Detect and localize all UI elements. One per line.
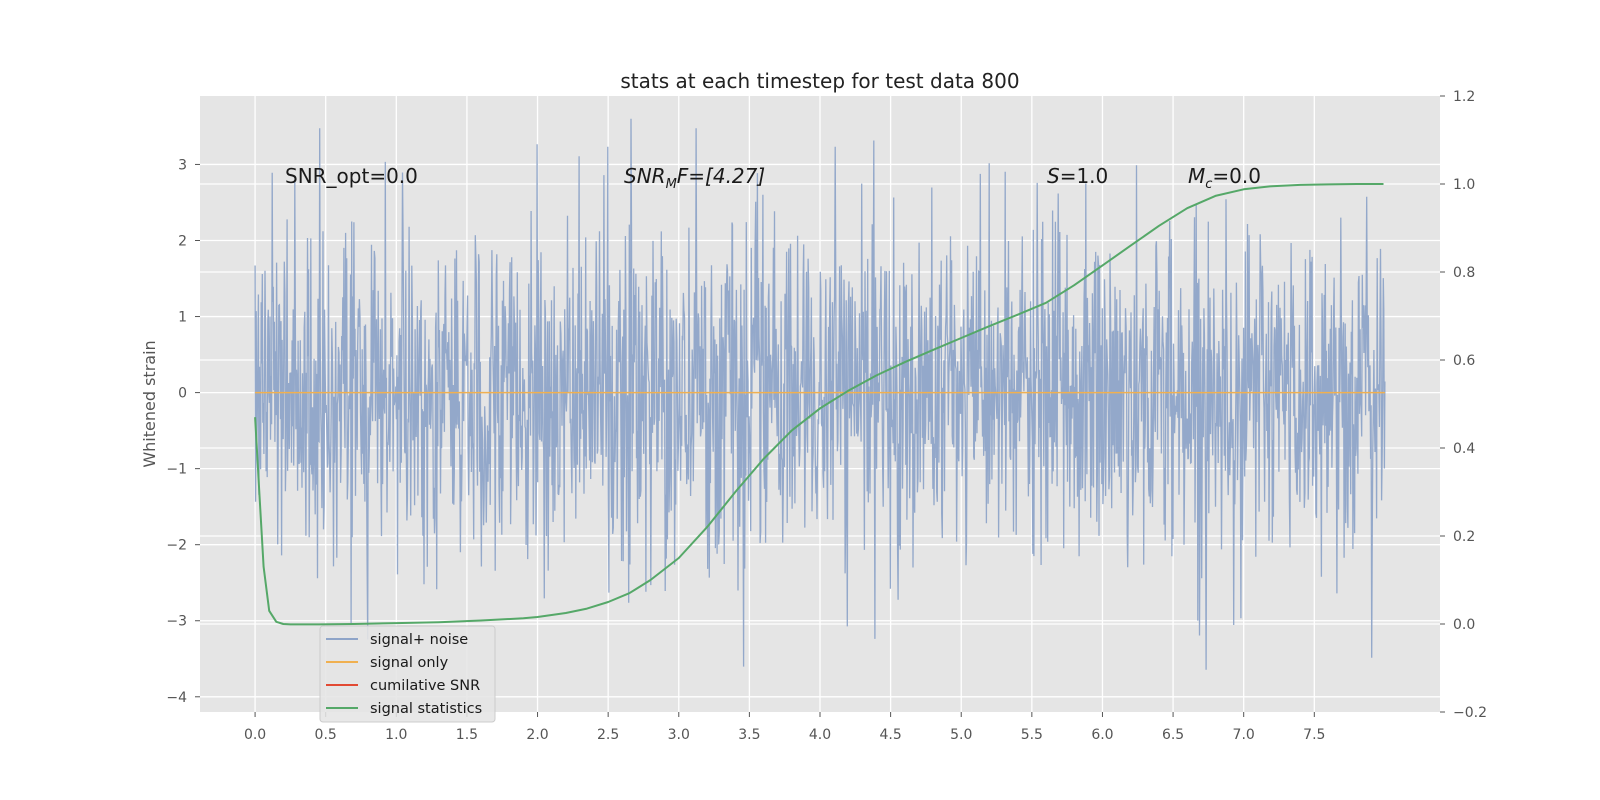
annotation-s: S=1.0 [1047, 164, 1108, 188]
series-signal-noise [254, 118, 1386, 670]
y2-tick-label: 0.6 [1453, 353, 1475, 369]
legend-box [319, 625, 496, 723]
legend: signal+ noise signal only cumilative SNR… [319, 625, 496, 723]
y-axis-label: Whitened strain [140, 340, 159, 467]
y-tick-label: 0 [178, 386, 187, 402]
x-tick-label: 4.0 [809, 727, 831, 743]
x-tick-label: 3.5 [738, 727, 760, 743]
x-tick-label: 7.0 [1233, 727, 1255, 743]
x-tick-label: 2.0 [526, 727, 548, 743]
y-tick-labels: −4 −3 −2 −1 0 1 2 3 [166, 157, 200, 706]
y-tick-label: 1 [178, 310, 187, 326]
x-tick-label: 6.0 [1091, 727, 1113, 743]
legend-label-signal-statistics: signal statistics [370, 701, 482, 717]
x-tick-label: 2.5 [597, 727, 619, 743]
y2-tick-label: 1.2 [1453, 89, 1475, 105]
x-tick-label: 0.0 [244, 727, 266, 743]
y2-tick-labels: −0.2 0.0 0.2 0.4 0.6 0.8 1.0 1.2 [1440, 89, 1487, 721]
annotation-snr-opt: SNR_opt=0.0 [285, 164, 418, 188]
x-tick-label: 1.5 [456, 727, 478, 743]
y-tick-label: −1 [166, 462, 187, 478]
x-tick-label: 5.5 [1021, 727, 1043, 743]
x-tick-label: 7.5 [1303, 727, 1325, 743]
x-tick-labels: 0.0 0.5 1.0 1.5 2.0 2.5 3.0 3.5 4.0 4.5 5.0 5.5 6.0 6… [244, 712, 1325, 743]
x-tick-label: 0.5 [315, 727, 337, 743]
y-tick-label: 2 [178, 233, 187, 249]
chart-title: stats at each timestep for test data 800 [620, 69, 1019, 93]
legend-label-cumulative-snr: cumilative SNR [370, 678, 480, 694]
y2-tick-label: 0.4 [1453, 441, 1475, 457]
legend-label-signal-only: signal only [370, 655, 449, 671]
annotation-snr-mf: SNRMF=[4.27] [624, 164, 765, 192]
y-tick-label: −2 [166, 538, 187, 554]
y-tick-label: −3 [166, 614, 187, 630]
y-tick-label: 3 [178, 157, 187, 173]
y-tick-label: −4 [166, 690, 187, 706]
y2-tick-label: 0.8 [1453, 265, 1475, 281]
y2-tick-label: −0.2 [1453, 705, 1487, 721]
signal-noise-line [254, 118, 1386, 670]
signal-statistics-line [254, 183, 1384, 626]
x-tick-label: 5.0 [950, 727, 972, 743]
annotations: SNR_opt=0.0 SNRMF=[4.27] S=1.0 Mc=0.0 [285, 164, 1261, 192]
y2-tick-label: 1.0 [1453, 177, 1475, 193]
annotation-mc: Mc=0.0 [1188, 164, 1261, 192]
series-signal-statistics [254, 183, 1384, 626]
y2-tick-label: 0.0 [1453, 617, 1475, 633]
x-tick-label: 1.0 [385, 727, 407, 743]
x-tick-label: 4.5 [879, 727, 901, 743]
y2-tick-label: 0.2 [1453, 529, 1475, 545]
legend-label-signal-noise: signal+ noise [370, 632, 468, 648]
x-tick-label: 6.5 [1162, 727, 1184, 743]
x-tick-label: 3.0 [668, 727, 690, 743]
